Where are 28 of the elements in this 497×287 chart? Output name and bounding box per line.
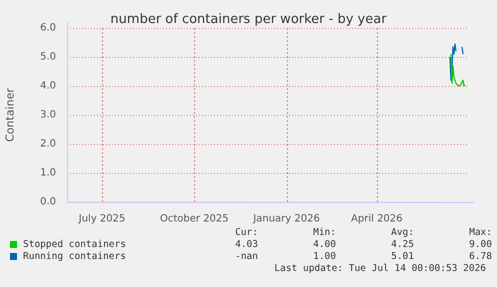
text: -nan [234, 250, 258, 262]
y-tick-label: 0.0 [40, 196, 56, 208]
y-tick-label: 6.0 [40, 22, 56, 34]
text: 6.78 [468, 250, 492, 262]
text: Cur: [234, 226, 258, 238]
text: 4.00 [312, 238, 336, 250]
text: 9.00 [468, 238, 492, 250]
legend-label: Running containers [23, 250, 126, 262]
y-tick-label: 3.0 [40, 110, 56, 121]
legend-label: Stopped containers [23, 238, 126, 250]
y-tick-label: 1.0 [40, 168, 56, 179]
y-tick-label: 2.0 [40, 138, 56, 150]
x-tick-label: January 2026 [252, 214, 320, 225]
text: 4.03 [234, 238, 258, 250]
x-tick-label: July 2025 [78, 214, 126, 225]
chart-title: number of containers per worker - by year [110, 12, 387, 27]
y-tick-label: 5.0 [40, 52, 56, 63]
x-tick-label: April 2026 [351, 214, 403, 225]
x-tick-label: October 2025 [160, 214, 229, 225]
text: 4.25 [390, 238, 414, 250]
text: Avg: [390, 226, 414, 238]
text: Min: [312, 226, 336, 238]
y-axis-title: Container [3, 88, 16, 142]
text: 5.01 [390, 250, 414, 262]
y-tick-label: 4.0 [40, 80, 56, 92]
text: 1.00 [312, 250, 336, 262]
text: Max: [468, 226, 492, 238]
text: Last update: Tue Jul 14 00:00:53 2026 [273, 262, 486, 274]
